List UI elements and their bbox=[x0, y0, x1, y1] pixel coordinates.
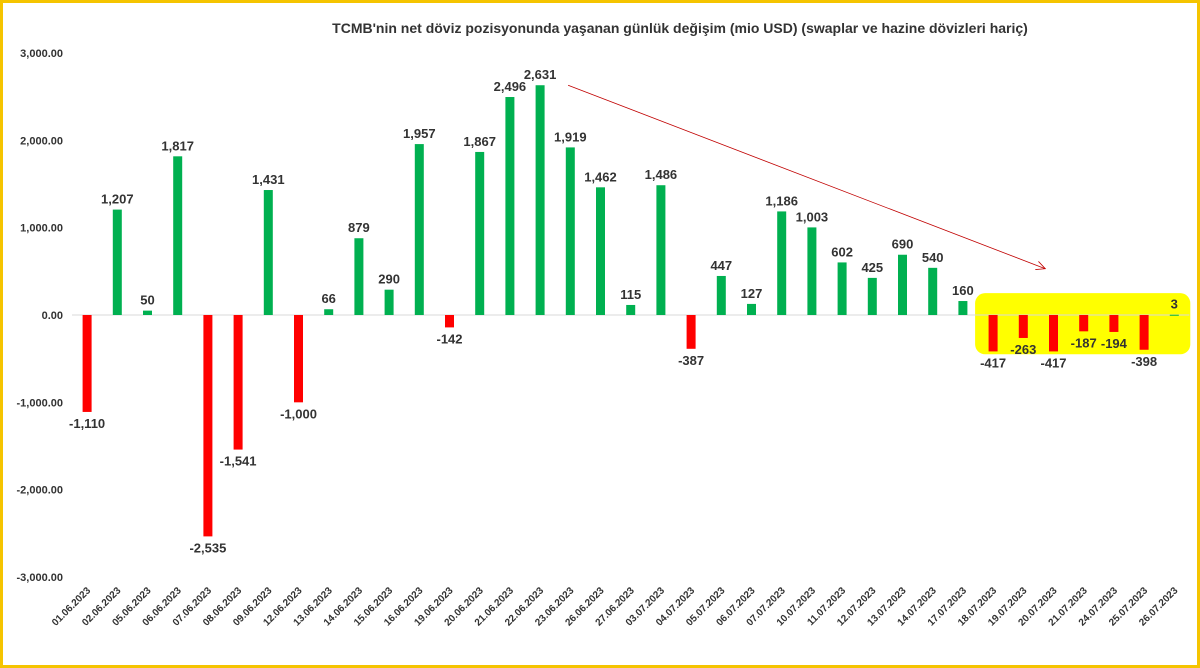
bar bbox=[233, 315, 243, 450]
data-label: 66 bbox=[321, 291, 335, 306]
bar bbox=[112, 209, 122, 315]
data-label: 447 bbox=[710, 258, 732, 273]
data-label: -263 bbox=[1010, 342, 1036, 357]
bar bbox=[505, 97, 515, 316]
bar bbox=[475, 151, 485, 315]
bar bbox=[1079, 315, 1089, 332]
bar bbox=[867, 277, 877, 315]
data-label: 602 bbox=[831, 244, 853, 259]
bar bbox=[1169, 314, 1179, 316]
bar bbox=[958, 301, 968, 315]
y-tick-label: 0.00 bbox=[42, 310, 63, 322]
data-label: 1,431 bbox=[252, 172, 285, 187]
data-label: 160 bbox=[952, 283, 974, 298]
data-label: -417 bbox=[1040, 355, 1066, 370]
data-label: -194 bbox=[1101, 336, 1128, 351]
data-label: -1,000 bbox=[280, 406, 317, 421]
bar bbox=[596, 187, 605, 315]
bar bbox=[565, 147, 575, 315]
data-label: 1,486 bbox=[645, 167, 678, 182]
data-label: -142 bbox=[436, 331, 462, 346]
bar bbox=[1018, 315, 1028, 338]
bar bbox=[263, 190, 273, 315]
bar bbox=[354, 238, 364, 315]
bar bbox=[203, 315, 213, 537]
bar bbox=[143, 310, 152, 315]
bar bbox=[898, 254, 907, 315]
data-label: -1,110 bbox=[69, 416, 105, 431]
bar bbox=[626, 304, 636, 315]
data-label: 2,496 bbox=[494, 79, 527, 94]
data-label: -387 bbox=[678, 353, 704, 368]
data-label: -2,535 bbox=[189, 540, 226, 555]
data-label: 1,462 bbox=[584, 169, 617, 184]
bar bbox=[1049, 315, 1058, 352]
y-tick-label: -3,000.00 bbox=[17, 572, 63, 584]
bar bbox=[82, 315, 92, 412]
bar bbox=[837, 262, 847, 315]
data-label: -1,541 bbox=[220, 454, 257, 469]
bar bbox=[445, 315, 454, 328]
bar bbox=[716, 275, 726, 315]
bar bbox=[747, 303, 756, 315]
data-label: -187 bbox=[1071, 335, 1097, 350]
y-tick-label: 2,000.00 bbox=[20, 135, 63, 147]
bar bbox=[686, 315, 696, 349]
data-label: 115 bbox=[620, 287, 641, 302]
bar bbox=[414, 144, 424, 315]
bar bbox=[1109, 315, 1119, 332]
data-label: 2,631 bbox=[524, 67, 557, 82]
data-label: 690 bbox=[892, 237, 914, 252]
data-label: 1,817 bbox=[161, 138, 194, 153]
data-label: 540 bbox=[922, 250, 944, 265]
bar bbox=[294, 315, 303, 403]
data-label: 1,919 bbox=[554, 129, 587, 144]
data-label: 290 bbox=[378, 272, 400, 287]
y-tick-label: 1,000.00 bbox=[20, 223, 63, 235]
arrow-line bbox=[567, 84, 1046, 270]
bar bbox=[173, 156, 183, 315]
y-tick-label: -1,000.00 bbox=[17, 397, 63, 409]
data-label: 1,207 bbox=[101, 192, 134, 207]
data-label: 1,957 bbox=[403, 126, 436, 141]
data-label: 1,867 bbox=[463, 134, 496, 149]
bar bbox=[1139, 315, 1149, 350]
data-label: 127 bbox=[741, 286, 763, 301]
bar bbox=[535, 85, 545, 315]
bar bbox=[656, 185, 666, 315]
bar bbox=[324, 309, 334, 315]
y-tick-label: 3,000.00 bbox=[20, 48, 63, 60]
y-tick-label: -2,000.00 bbox=[17, 485, 63, 497]
bar bbox=[988, 315, 998, 352]
bar bbox=[777, 211, 787, 315]
data-label: -398 bbox=[1131, 354, 1157, 369]
bar bbox=[807, 227, 817, 315]
arrow-head bbox=[1035, 261, 1047, 270]
data-label: 50 bbox=[140, 293, 154, 308]
data-label: 1,186 bbox=[765, 193, 798, 208]
bar bbox=[928, 267, 938, 315]
data-label: 1,003 bbox=[796, 209, 829, 224]
data-label: 3 bbox=[1171, 297, 1178, 312]
chart-title: TCMB'nin net döviz pozisyonunda yaşanan … bbox=[332, 20, 1028, 36]
data-label: 425 bbox=[861, 260, 883, 275]
bar bbox=[384, 289, 394, 315]
data-label: 879 bbox=[348, 220, 370, 235]
data-label: -417 bbox=[980, 355, 1006, 370]
